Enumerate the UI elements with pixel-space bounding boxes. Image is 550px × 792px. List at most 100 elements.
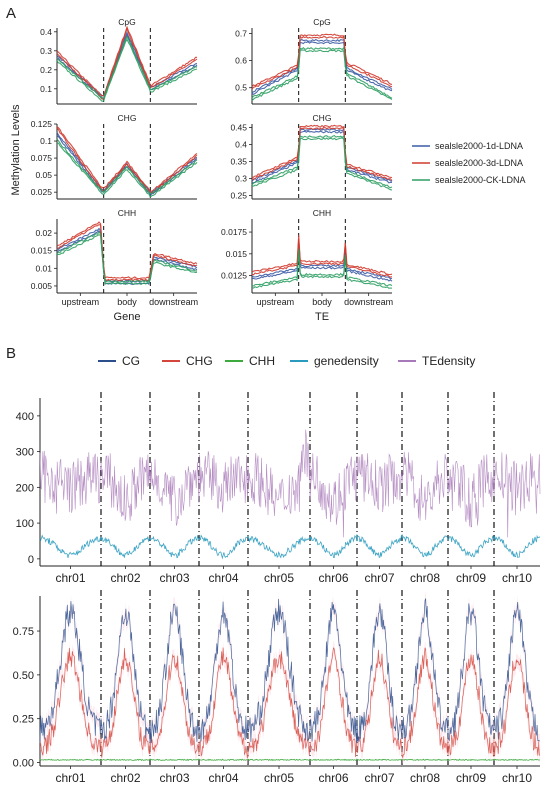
chromosome-label: chr10: [502, 771, 532, 785]
y-tick-label: 0.075: [31, 153, 53, 163]
series-line-TEdensity: [39, 429, 541, 538]
series-line-genedensity: [39, 533, 541, 560]
gene-xlabel: Gene: [114, 311, 141, 323]
legend-label-1d: sealsle2000-1d-LDNA: [435, 141, 523, 151]
series-line-sealsle2000-CK-LDNA: [251, 46, 393, 99]
series-line-sealsle2000-CK-LDNA: [56, 142, 198, 198]
y-tick-label: 0.01: [35, 263, 52, 273]
series-line-sealsle2000-CK-LDNA: [251, 251, 393, 289]
series-line-sealsle2000-CK-LDNA: [251, 134, 393, 189]
chromosome-label: chr05: [264, 771, 294, 785]
series-line-sealsle2000-3d-LDNA: [251, 127, 393, 181]
y-tick-label: 0.4: [40, 27, 52, 37]
chromosome-label: chr03: [159, 771, 189, 785]
legend-label-tedensity: TEdensity: [422, 354, 475, 368]
chromosome-label: chr09: [456, 571, 486, 585]
panel-b-bottom-track: 0.00 0.25 0.50 0.75 chr01 chr02 chr03 chr04 chr0…: [13, 590, 541, 785]
series-line-sealsle2000-1d-LDNA: [251, 243, 393, 282]
chromosome-label: chr08: [410, 571, 440, 585]
facet-cpg-gene: CpG 0.1 0.2 0.3 0.4: [40, 17, 198, 105]
y-tick-label: 200: [16, 482, 34, 494]
series-line-sealsle2000-CK-LDNA: [56, 138, 198, 195]
y-tick-label: 0.2: [40, 65, 52, 75]
chromosome-label: chr07: [364, 571, 394, 585]
chromosome-label: chr06: [318, 571, 348, 585]
series-line-sealsle2000-3d-LDNA: [56, 224, 198, 282]
legend-label-ck: sealsle2000-CK-LDNA: [435, 175, 526, 185]
y-tick-label: 0.00: [13, 757, 34, 769]
series-line-sealsle2000-3d-LDNA: [251, 235, 393, 276]
confidence-band-CG: [40, 591, 540, 751]
y-tick-label: 0.1: [40, 136, 52, 146]
facet-title: CHG: [118, 113, 137, 123]
series-line-sealsle2000-CK-LDNA: [251, 49, 393, 102]
chromosome-label: chr02: [110, 571, 140, 585]
series-line-sealsle2000-CK-LDNA: [56, 231, 197, 283]
facet-title: CpG: [313, 17, 330, 27]
chromosome-label: chr01: [55, 771, 85, 785]
y-tick-label: 0: [28, 554, 34, 566]
panel-a-facets: CpG 0.1 0.2 0.3 0.4 CpG 0.5 0.6 0.7 CHG 0.025 0.05 0…: [31, 17, 393, 307]
y-tick-label: 0.015: [31, 246, 53, 256]
series-line-sealsle2000-3d-LDNA: [56, 126, 198, 192]
y-tick-label: 400: [16, 411, 34, 423]
facet-chh-gene: CHH 0.005 0.01 0.015 0.02 upstream body downstr…: [31, 208, 198, 307]
chromosome-label: chr06: [318, 771, 348, 785]
series-line-sealsle2000-CK-LDNA: [56, 234, 198, 286]
x-tick-label: upstream: [62, 297, 100, 307]
series-line-sealsle2000-1d-LDNA: [251, 130, 393, 184]
chromosome-label: chr04: [208, 771, 238, 785]
te-xlabel: TE: [315, 311, 329, 323]
facet-title: CHG: [313, 113, 332, 123]
y-tick-label: 0.025: [31, 187, 53, 197]
panel-a-ylabel: Methylation Levels: [10, 104, 22, 196]
x-tick-label: upstream: [257, 297, 295, 307]
series-line-sealsle2000-CK-LDNA: [251, 248, 393, 287]
y-tick-label: 0.0125: [221, 271, 247, 281]
facet-chh-te: CHH 0.0125 0.015 0.0175 upstream body downstre…: [221, 208, 393, 307]
panel-b-legend: CG CHG CHH genedensity TEdensity: [98, 354, 475, 368]
confidence-band-CHG: [40, 640, 540, 765]
series-line-sealsle2000-3d-LDNA: [251, 124, 393, 179]
y-tick-label: 100: [16, 518, 34, 530]
y-tick-label: 0.1: [40, 84, 52, 94]
legend-label-genedensity: genedensity: [314, 354, 379, 368]
legend-label-3d: sealsle2000-3d-LDNA: [435, 158, 523, 168]
series-line-sealsle2000-1d-LDNA: [56, 227, 198, 283]
series-line-sealsle2000-3d-LDNA: [56, 221, 198, 280]
y-tick-label: 0.7: [235, 28, 247, 38]
y-tick-label: 0.35: [230, 157, 247, 167]
panel-a-legend: sealsle2000-1d-LDNA sealsle2000-3d-LDNA …: [412, 141, 526, 185]
series-line-sealsle2000-1d-LDNA: [56, 134, 198, 197]
series-line-sealsle2000-3d-LDNA: [251, 35, 393, 90]
facet-title: CpG: [118, 17, 135, 27]
panel-b-label: B: [6, 345, 16, 362]
series-line-sealsle2000-1d-LDNA: [56, 31, 198, 97]
facet-chg-gene: CHG 0.025 0.05 0.075 0.1 0.125: [31, 113, 198, 200]
chromosome-label: chr05: [264, 571, 294, 585]
series-line-sealsle2000-3d-LDNA: [56, 127, 198, 195]
y-tick-label: 0.02: [35, 228, 52, 238]
chromosome-label: chr10: [502, 571, 532, 585]
series-line-CHH: [39, 758, 541, 762]
y-tick-label: 0.125: [31, 119, 53, 129]
facet-title: CHH: [118, 208, 136, 218]
y-tick-label: 0.75: [13, 626, 34, 638]
y-tick-label: 0.05: [35, 170, 52, 180]
chromosome-label: chr04: [208, 571, 238, 585]
y-tick-label: 0.50: [13, 670, 34, 682]
series-line-sealsle2000-1d-LDNA: [251, 240, 393, 280]
series-line-sealsle2000-3d-LDNA: [251, 238, 393, 278]
chromosome-label: chr01: [55, 571, 85, 585]
y-tick-label: 0.3: [235, 174, 247, 184]
y-tick-label: 0.015: [226, 249, 248, 259]
y-tick-label: 300: [16, 447, 34, 459]
series-line-sealsle2000-1d-LDNA: [251, 127, 393, 182]
facet-title: CHH: [313, 208, 331, 218]
series-line-sealsle2000-3d-LDNA: [56, 25, 198, 97]
series-line-sealsle2000-1d-LDNA: [56, 33, 198, 100]
series-line-sealsle2000-CK-LDNA: [56, 35, 198, 99]
series-line-sealsle2000-3d-LDNA: [251, 33, 393, 87]
series-line-sealsle2000-1d-LDNA: [251, 41, 393, 95]
